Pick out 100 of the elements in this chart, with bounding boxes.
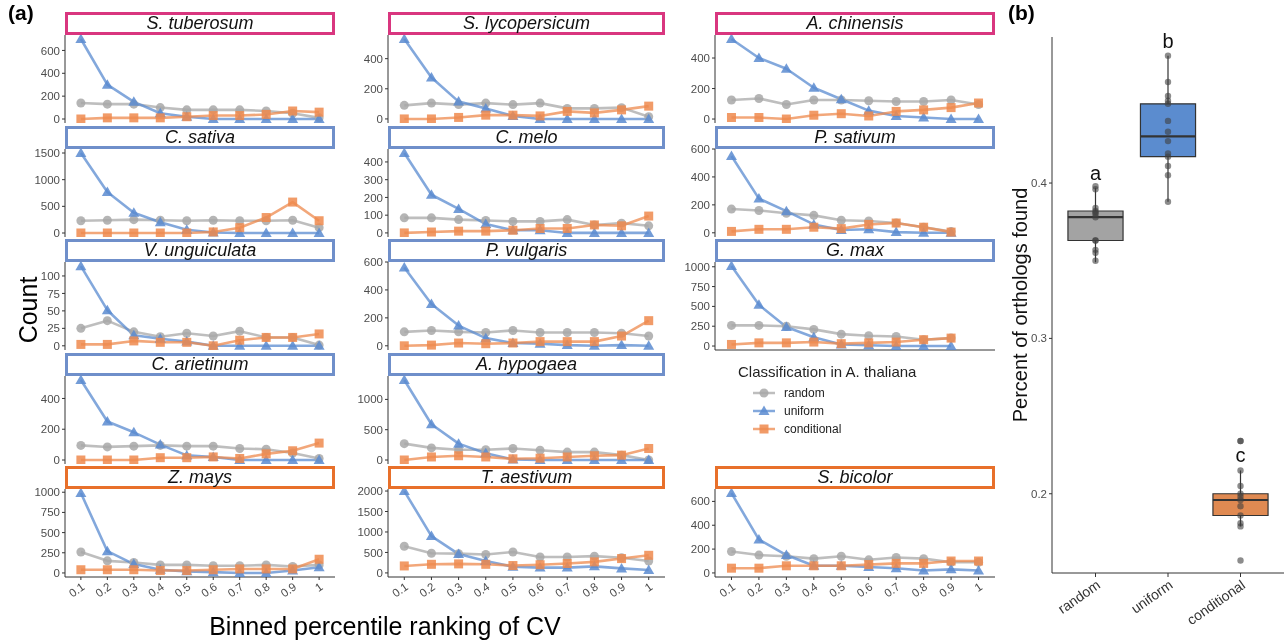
y-tick-label: 200 [690, 82, 710, 95]
y-tick-label: 600 [40, 44, 60, 57]
chart-title: G. max [715, 239, 995, 262]
x-tick-label: 0.3 [772, 580, 793, 600]
y-tick-label: 0 [376, 566, 383, 579]
y-tick-label: 400 [40, 67, 60, 80]
x-tick-label: 0.6 [525, 580, 546, 600]
chart-title: C. sativa [65, 125, 335, 149]
y-tick-label: 0 [53, 453, 60, 466]
x-tick-label: 1 [642, 580, 655, 594]
y-tick-label: 1500 [357, 505, 383, 518]
chart-title: S. bicolor [715, 466, 995, 489]
x-tick-label: 0.5 [172, 580, 193, 600]
x-tick-label: 1 [312, 580, 325, 594]
y-tick-label: 0.3 [1031, 332, 1047, 345]
legend-label: conditional [784, 421, 842, 436]
x-tick-label: 0.1 [717, 580, 738, 600]
x-tick-label: 0.8 [909, 580, 930, 600]
chart-title: C. arietinum [65, 352, 335, 376]
y-tick-label: 200 [363, 191, 383, 204]
y-tick-label: 0 [703, 226, 710, 239]
y-tick-label: 500 [40, 526, 60, 539]
y-tick-label: 0 [376, 226, 383, 239]
y-tick-label: 0.4 [1031, 177, 1048, 190]
y-tick-label: 250 [690, 320, 710, 333]
y-tick-label: 100 [40, 270, 60, 283]
x-tick-label: 0.5 [498, 580, 519, 600]
x-tick-label: 0.4 [471, 580, 493, 600]
legend-title: Classification in A. thaliana [738, 362, 917, 380]
y-tick-label: 750 [40, 506, 60, 519]
y-tick-label: 0.2 [1031, 487, 1047, 500]
y-tick-label: 0 [376, 339, 383, 352]
chart-title: V. unguiculata [65, 239, 335, 262]
y-tick-label: 1000 [357, 392, 383, 405]
y-tick-label: 0 [53, 567, 60, 580]
text: (a) [8, 1, 34, 25]
y-tick-label: 250 [40, 546, 60, 559]
y-tick-label: 50 [47, 304, 60, 317]
y-tick-label: 2000 [357, 485, 383, 498]
y-tick-label: 500 [363, 423, 383, 436]
y-tick-label: 200 [40, 422, 60, 435]
x-tick-label: 0.4 [799, 580, 821, 600]
y-axis-title: Percent of orthologs found [1008, 187, 1031, 423]
x-tick-label: 0.7 [882, 580, 903, 600]
annotation: c [1235, 444, 1246, 467]
x-tick-label: 0.2 [417, 580, 438, 600]
y-tick-label: 300 [363, 173, 383, 186]
y-tick-label: 200 [40, 90, 60, 103]
chart-title: A. hypogaea [388, 352, 665, 376]
y-tick-label: 0 [376, 453, 383, 466]
y-tick-label: 750 [690, 280, 710, 293]
y-tick-label: 500 [363, 546, 383, 559]
y-tick-label: 500 [690, 300, 710, 313]
x-tick-label: 0.8 [580, 580, 601, 600]
x-tick-label: 0.7 [553, 580, 574, 600]
x-tick-label: 0.5 [827, 580, 848, 600]
x-axis-title: Binned percentile ranking of CV [209, 611, 561, 641]
x-tick-label: 0.3 [119, 580, 140, 600]
y-tick-label: 1000 [684, 260, 710, 273]
x-tick-label: 0.7 [225, 580, 246, 600]
y-tick-label: 0 [53, 339, 60, 352]
x-tick-label: 0.9 [278, 580, 299, 600]
x-tick-label: 0.4 [146, 580, 167, 600]
y-tick-label: 1000 [34, 486, 60, 499]
y-tick-label: 0 [703, 567, 710, 580]
x-tick-label: 0.9 [936, 580, 957, 600]
y-tick-label: 400 [40, 392, 60, 405]
y-tick-label: 1000 [34, 173, 60, 186]
chart-title: T. aestivum [388, 466, 665, 489]
x-tick-label: 0.1 [390, 580, 411, 600]
y-tick-label: 200 [363, 311, 383, 324]
chart-title: C. melo [388, 125, 665, 149]
text: (b) [1008, 1, 1035, 25]
y-tick-label: 0 [376, 113, 383, 126]
y-tick-label: 400 [363, 52, 383, 65]
x-tick-label: 0.9 [607, 580, 628, 600]
annotation: a [1089, 161, 1102, 184]
y-tick-label: 100 [363, 208, 383, 221]
chart-title: Z. mays [65, 466, 335, 489]
legend-label: random [784, 385, 825, 400]
chart-title: S. lycopersicum [388, 12, 665, 35]
x-tick-label: 0.2 [744, 580, 765, 600]
chart-title: P. vulgaris [388, 239, 665, 262]
y-tick-label: 0 [53, 113, 60, 126]
y-tick-label: 75 [47, 287, 60, 300]
y-tick-label: 1500 [34, 146, 60, 159]
y-tick-label: 400 [690, 52, 710, 65]
chart-title: S. tuberosum [65, 12, 335, 35]
y-tick-label: 600 [363, 256, 383, 269]
y-tick-label: 500 [40, 199, 60, 212]
x-tick-label: 0.3 [444, 580, 465, 600]
y-tick-label: 400 [690, 170, 710, 183]
y-tick-label: 400 [363, 155, 383, 168]
y-tick-label: 600 [690, 495, 710, 508]
x-tick-label: 0.6 [854, 580, 875, 600]
legend-label: uniform [784, 403, 825, 418]
y-tick-label: 0 [53, 226, 60, 239]
y-axis-title: Count [13, 276, 42, 344]
x-tick-label: 0.8 [252, 580, 273, 600]
y-tick-label: 200 [690, 198, 710, 211]
